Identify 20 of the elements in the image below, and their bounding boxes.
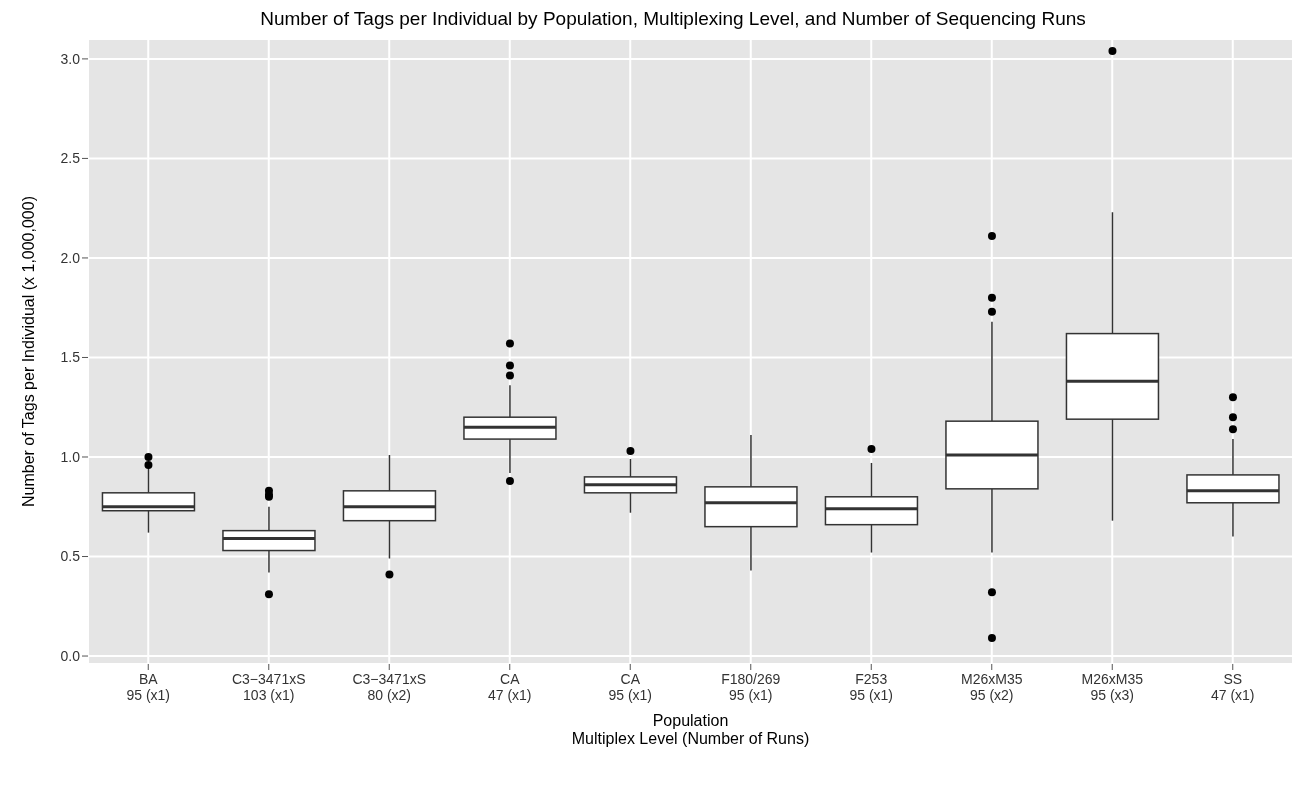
x-axis-title: Population Multiplex Level (Number of Runs) [571, 712, 810, 747]
x-tick-label: M26xM35 95 (x3) [1081, 671, 1144, 703]
chart-title: Number of Tags per Individual by Population, Multiplexing Level, and Number of Sequencing Runs [259, 8, 1087, 30]
y-tick-label: 0.5 [60, 548, 81, 565]
x-tick-label: BA 95 (x1) [126, 671, 171, 703]
y-tick-label: 1.0 [60, 448, 81, 465]
y-tick-label: 2.0 [60, 249, 81, 266]
x-tick-label: SS 47 (x1) [1210, 671, 1255, 703]
x-tick-label: CA 47 (x1) [487, 671, 532, 703]
x-tick-label: F253 95 (x1) [849, 671, 894, 703]
x-tick-label: CA 95 (x1) [608, 671, 653, 703]
x-tick-label: C3−3471xS 103 (x1) [231, 671, 306, 703]
y-tick-label: 1.5 [60, 349, 81, 366]
x-tick-label: C3−3471xS 80 (x2) [352, 671, 427, 703]
x-tick-label: F180/269 95 (x1) [721, 671, 781, 703]
y-tick-label: 3.0 [60, 50, 81, 67]
y-axis-title: Number of Tags per Individual (x 1,000,000) [19, 196, 37, 507]
y-tick-label: 2.5 [60, 150, 81, 167]
x-tick-label: M26xM35 95 (x2) [961, 671, 1023, 703]
y-tick-label: 0.0 [60, 648, 81, 665]
